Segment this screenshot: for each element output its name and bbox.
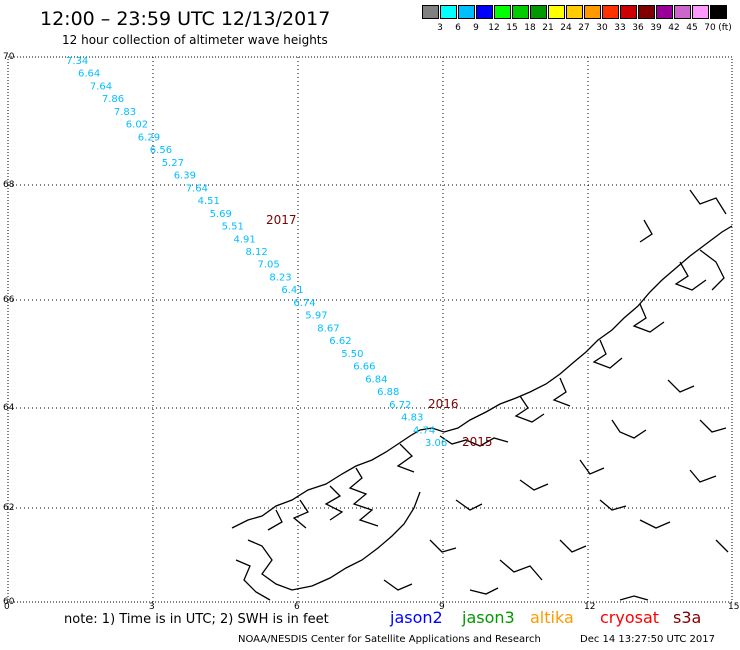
longitude-label: 9	[439, 602, 445, 612]
wave-height-value: 6.72	[389, 400, 411, 411]
latitude-label: 62	[3, 503, 15, 513]
colorbar-label: 18	[524, 23, 536, 33]
wave-height-value: 6.29	[138, 132, 160, 143]
colorbar-label: 27	[578, 23, 590, 33]
colorbar-label: 70	[704, 23, 716, 33]
colorbar-swatch	[656, 5, 673, 19]
colorbar-label: 33	[614, 23, 626, 33]
wave-height-value: 6.41	[281, 285, 303, 296]
colorbar-label: 9	[473, 23, 479, 33]
altimeter-track: 7.346.647.647.867.836.026.296.565.276.39…	[66, 56, 447, 449]
wave-height-value: 6.02	[126, 120, 148, 131]
colorbar-unit: (ft)	[718, 23, 732, 33]
longitude-label: 15	[728, 602, 740, 612]
wave-height-value: 7.34	[66, 56, 88, 67]
wave-height-value: 5.97	[305, 311, 327, 322]
wave-height-value: 4.91	[234, 234, 256, 245]
wave-height-value: 6.74	[293, 298, 315, 309]
wave-height-value: 7.64	[186, 183, 208, 194]
wave-height-value: 6.56	[150, 145, 172, 156]
colorbar-swatch	[458, 5, 475, 19]
year-labels: 2017 2016 2015	[266, 213, 493, 449]
wave-height-value: 7.64	[90, 82, 112, 93]
colorbar-label: 15	[506, 23, 518, 33]
wave-height-value: 7.86	[102, 94, 124, 105]
page-title: 12:00 – 23:59 UTC 12/13/2017	[40, 8, 331, 30]
colorbar-label: 24	[560, 23, 572, 33]
colorbar-swatch	[620, 5, 637, 19]
colorbar-label: 12	[488, 23, 500, 33]
colorbar-swatch	[692, 5, 709, 19]
latitude-label: 64	[3, 403, 15, 413]
year-label: 2017	[266, 213, 297, 227]
colorbar-swatch	[440, 5, 457, 19]
colorbar-swatch	[476, 5, 493, 19]
wave-height-value: 4.83	[401, 413, 423, 424]
wave-height-value: 4.51	[198, 196, 220, 207]
wave-height-value: 4.74	[413, 425, 435, 436]
colorbar-label: 42	[668, 23, 680, 33]
map-grid	[8, 57, 732, 602]
colorbar-swatch	[494, 5, 511, 19]
colorbar-swatch	[638, 5, 655, 19]
colorbar-label: 39	[650, 23, 662, 33]
wave-height-value: 8.67	[317, 323, 339, 334]
satellite-legend-item: altika	[530, 608, 574, 627]
colorbar-swatch	[548, 5, 565, 19]
wave-height-value: 5.51	[222, 222, 244, 233]
map-frame	[7, 56, 733, 603]
longitude-label: 6	[294, 602, 300, 612]
wave-height-value: 5.69	[210, 209, 232, 220]
wave-height-value: 6.66	[353, 362, 375, 373]
latitude-label: 66	[3, 295, 15, 305]
satellite-legend-item: jason2	[390, 608, 443, 627]
page-subtitle: 12 hour collection of altimeter wave hei…	[62, 33, 328, 47]
longitude-label: 3	[149, 602, 155, 612]
longitude-label: 0	[4, 602, 10, 612]
colorbar-label: 36	[632, 23, 644, 33]
satellite-legend-item: s3a	[673, 608, 702, 627]
latitude-label: 70	[3, 52, 15, 62]
year-label: 2015	[462, 435, 493, 449]
colorbar-label: 6	[455, 23, 461, 33]
colorbar-label: 45	[686, 23, 698, 33]
satellite-legend-item: cryosat	[600, 608, 660, 627]
colorbar-swatch	[422, 5, 439, 19]
colorbar-swatch	[512, 5, 529, 19]
footer-note: note: 1) Time is in UTC; 2) SWH is in fe…	[64, 612, 329, 627]
colorbar-swatch	[674, 5, 691, 19]
wave-height-value: 6.39	[174, 171, 196, 182]
wave-height-value: 6.62	[329, 336, 351, 347]
colorbar-swatch	[584, 5, 601, 19]
colorbar-swatch	[710, 5, 727, 19]
latitude-label: 60	[3, 597, 15, 607]
wave-height-value: 5.27	[162, 158, 184, 169]
wave-height-value: 5.50	[341, 349, 363, 360]
colorbar-swatch	[602, 5, 619, 19]
colorbar-swatch	[530, 5, 547, 19]
wave-height-value: 6.88	[377, 387, 399, 398]
wave-height-value: 6.84	[365, 374, 387, 385]
colorbar-label: 30	[596, 23, 608, 33]
wave-height-value: 8.23	[269, 273, 291, 284]
colorbar-swatch	[566, 5, 583, 19]
credit-text: NOAA/NESDIS Center for Satellite Applica…	[238, 634, 541, 645]
generated-timestamp: Dec 14 13:27:50 UTC 2017	[580, 634, 715, 645]
wave-height-value: 3.06	[425, 438, 447, 449]
latitude-label: 68	[3, 180, 15, 190]
wave-height-value: 7.05	[258, 260, 280, 271]
colorbar-label: 21	[542, 23, 554, 33]
satellite-legend-item: jason3	[462, 608, 515, 627]
wave-height-value: 7.83	[114, 107, 136, 118]
coastline	[231, 189, 733, 601]
colorbar-label: 3	[437, 23, 443, 33]
wave-height-value: 8.12	[246, 247, 268, 258]
wave-height-value: 6.64	[78, 69, 100, 80]
longitude-label: 12	[584, 602, 596, 612]
year-label: 2016	[428, 397, 459, 411]
